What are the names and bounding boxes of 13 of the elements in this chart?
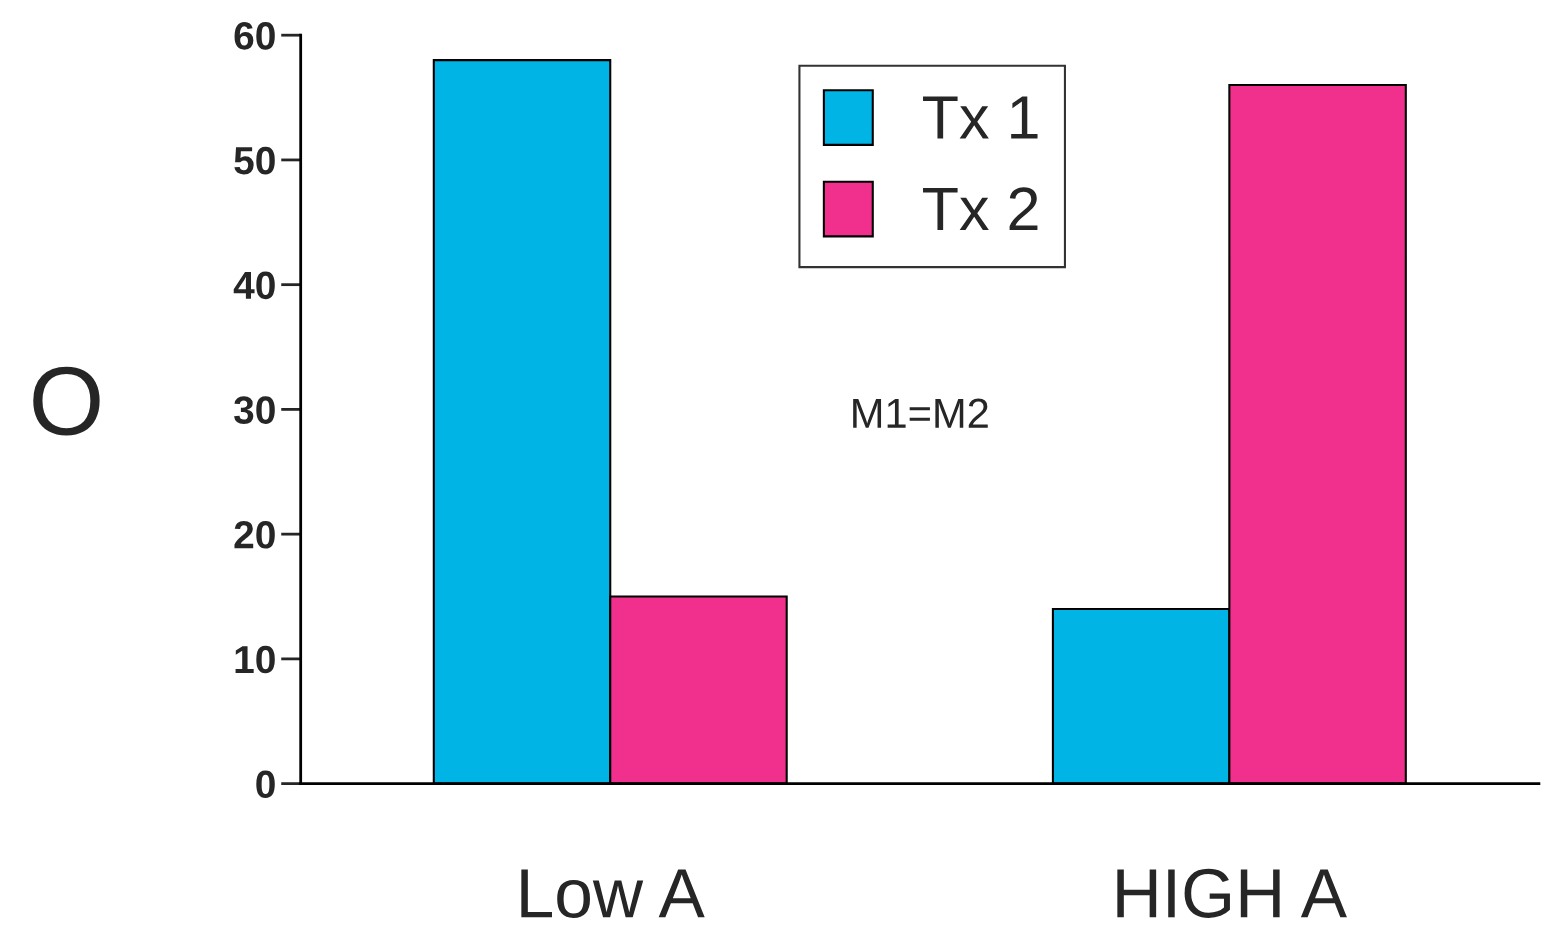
y-axis-title: O bbox=[33, 366, 100, 436]
x-tick-label: Low A bbox=[521, 869, 705, 918]
legend-label: Tx 1 bbox=[923, 96, 1038, 139]
legend-label: Tx 2 bbox=[923, 187, 1038, 230]
y-tick-label: 60 bbox=[234, 22, 275, 50]
y-tick-label: 30 bbox=[234, 396, 275, 424]
annotation: M1=M2 bbox=[853, 398, 988, 428]
y-tick-label: 10 bbox=[235, 645, 275, 674]
y-tick-label: 20 bbox=[234, 521, 275, 549]
y-tick-label: 0 bbox=[256, 770, 275, 799]
x-tick-label: HIGH A bbox=[1117, 868, 1347, 918]
y-tick-label: 50 bbox=[234, 146, 275, 175]
y-tick-label: 40 bbox=[233, 271, 275, 300]
